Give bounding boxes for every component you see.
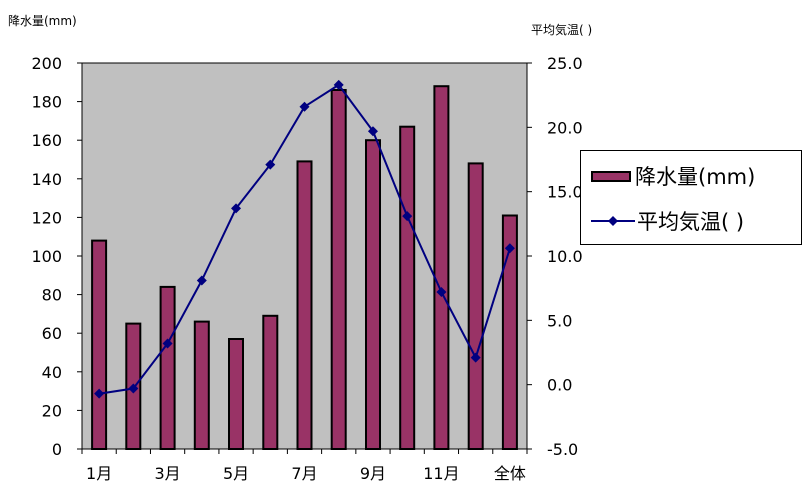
legend-item-precipitation: 降水量(mm) xyxy=(591,161,755,191)
precipitation-bars xyxy=(91,85,518,451)
left-tick-label: 0 xyxy=(52,440,62,459)
legend-item-temperature: 平均気温( ) xyxy=(591,206,744,236)
x-tick-label: 1月 xyxy=(86,464,112,483)
temperature-marker-13 xyxy=(504,243,515,254)
legend-label-precipitation: 降水量(mm) xyxy=(635,165,756,189)
right-tick-label: 20.0 xyxy=(547,118,583,137)
left-tick-label: 140 xyxy=(31,170,62,189)
temperature-marker-8 xyxy=(333,79,344,90)
left-tick-label: 20 xyxy=(42,401,62,420)
temperature-marker-4 xyxy=(196,275,207,286)
temperature-marker-12 xyxy=(470,352,481,363)
temperature-marker-9 xyxy=(367,126,378,137)
temperature-marker-11 xyxy=(436,287,447,298)
x-tick-label: 5月 xyxy=(223,464,249,483)
right-tick-label: 25.0 xyxy=(547,54,583,73)
bar-4 xyxy=(193,320,210,451)
temperature-marker-2 xyxy=(128,383,139,394)
x-tick-label: 全体 xyxy=(494,464,526,483)
left-tick-label: 40 xyxy=(42,363,62,382)
temperature-series xyxy=(94,79,515,399)
right-tick-label: 10.0 xyxy=(547,247,583,266)
temperature-marker-3 xyxy=(162,338,173,349)
bar-7 xyxy=(296,160,313,450)
right-tick-label: 15.0 xyxy=(547,183,583,202)
bar-8 xyxy=(330,89,347,450)
temperature-marker-6 xyxy=(265,159,276,170)
temperature-marker-5 xyxy=(231,203,242,214)
bar-5 xyxy=(228,338,244,450)
right-tick-label: -5.0 xyxy=(547,440,578,459)
left-axis-title: 降水量(mm) xyxy=(8,14,77,28)
legend: 降水量(mm) 平均気温( ) xyxy=(580,150,802,245)
temperature-marker-1 xyxy=(94,388,105,399)
x-tick-label: 11月 xyxy=(423,464,459,483)
x-tick-label: 9月 xyxy=(360,464,386,483)
bar-13 xyxy=(501,214,518,450)
temperature-marker-7 xyxy=(299,101,310,112)
x-tick-label: 3月 xyxy=(154,464,180,483)
left-tick-label: 80 xyxy=(42,286,62,305)
bar-10 xyxy=(399,125,416,450)
left-tick-label: 160 xyxy=(31,131,62,150)
right-tick-label: 0.0 xyxy=(547,376,572,395)
x-axis: 1月 3月 5月 7月 9月 11月 全体 xyxy=(81,449,528,483)
bar-12 xyxy=(467,162,484,450)
x-tick-label: 7月 xyxy=(291,464,317,483)
bar-6 xyxy=(262,314,279,450)
bar-1 xyxy=(91,239,108,450)
left-tick-label: 200 xyxy=(31,54,62,73)
right-y-axis: -5.0 0.0 5.0 10.0 15.0 20.0 25.0 xyxy=(527,54,583,459)
bar-9 xyxy=(365,139,381,450)
left-tick-label: 100 xyxy=(31,247,62,266)
legend-label-temperature: 平均気温( ) xyxy=(637,210,745,234)
right-axis-title: 平均気温( ) xyxy=(531,22,592,37)
left-tick-label: 60 xyxy=(42,324,62,343)
right-tick-label: 5.0 xyxy=(547,311,572,330)
bar-11 xyxy=(433,85,450,450)
left-tick-label: 180 xyxy=(31,93,62,112)
legend-swatch-line xyxy=(591,216,635,226)
temperature-marker-10 xyxy=(402,211,413,222)
bar-3 xyxy=(159,285,176,450)
legend-swatch-bar xyxy=(591,170,631,182)
left-tick-label: 120 xyxy=(31,208,62,227)
left-y-axis: 0 20 40 60 80 100 120 140 160 180 200 xyxy=(31,54,82,459)
